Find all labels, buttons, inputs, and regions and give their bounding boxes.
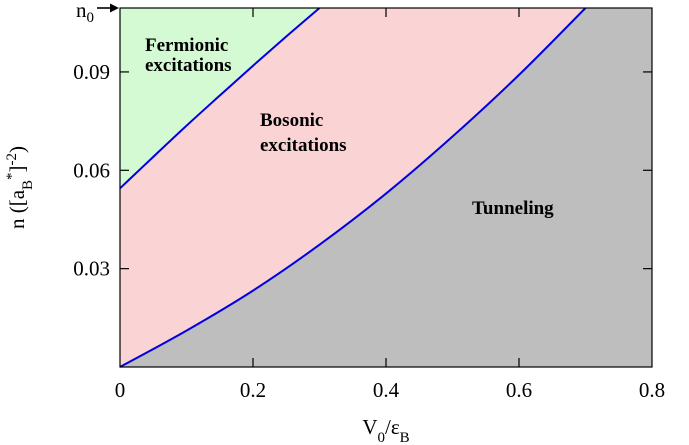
y-tick-label: 0.03 — [73, 257, 110, 281]
bosonic-label: Bosonic — [260, 110, 323, 131]
x-tick-label: 0 — [115, 378, 126, 402]
y-tick-label: 0.09 — [73, 60, 110, 84]
x-tick-label: 0.8 — [639, 378, 665, 402]
x-tick-label: 0.4 — [373, 378, 400, 402]
x-tick-label: 0.2 — [240, 378, 266, 402]
n0-marker: n0 — [76, 0, 119, 26]
ticks-layer: 0 0.2 0.4 0.6 0.8 0.03 0.06 0.09 — [73, 8, 665, 402]
tunneling-region — [120, 8, 652, 367]
fermionic-region — [120, 8, 320, 189]
n0-label: n0 — [76, 0, 94, 26]
x-axis-label: V0/εB — [362, 415, 409, 445]
n0-arrow-head — [110, 3, 119, 13]
boundary-lines — [119, 7, 587, 368]
bosonic-label-line2: excitations — [260, 135, 347, 156]
y-tick-label: 0.06 — [73, 158, 110, 182]
regions-layer — [120, 8, 652, 367]
fermionic-label: Fermionic — [145, 35, 228, 56]
y-axis-label: n ([aB*]-2) — [4, 146, 36, 229]
boundary-line-1 — [119, 7, 321, 190]
tunneling-label: Tunneling — [472, 198, 554, 219]
fermionic-label-line2: excitations — [145, 55, 232, 76]
x-tick-label: 0.6 — [506, 378, 532, 402]
boundary-line-2 — [119, 7, 587, 368]
